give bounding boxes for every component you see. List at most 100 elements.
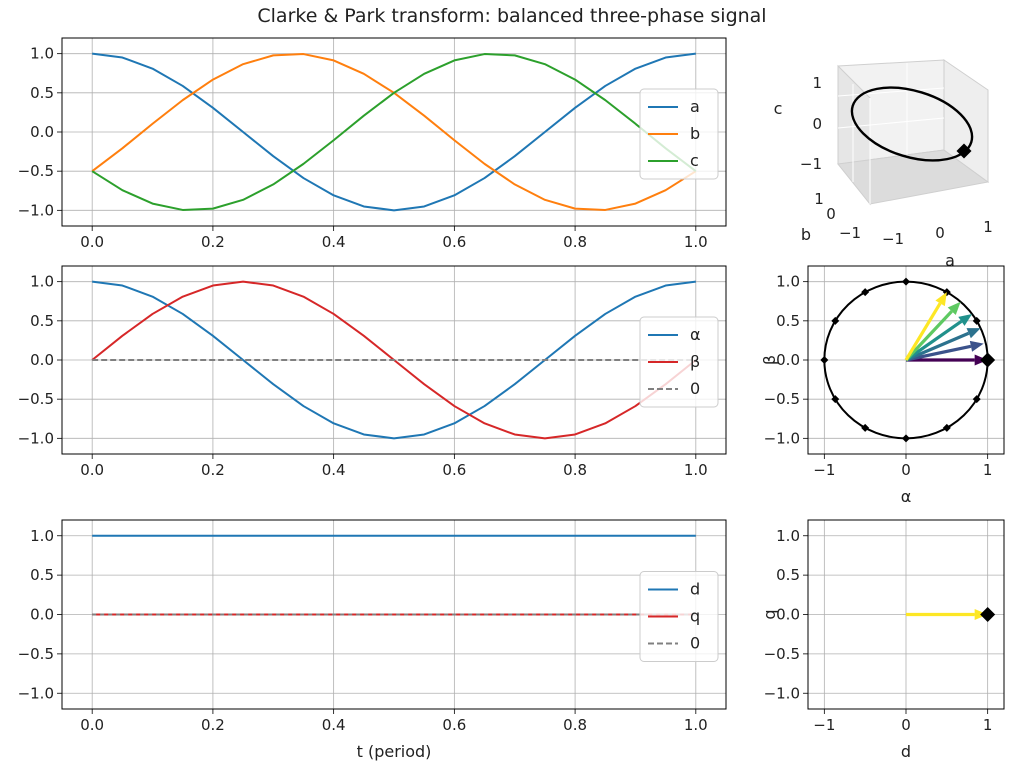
xtick-label: 0.4 [322, 461, 346, 479]
xtick-label: 0.2 [201, 716, 225, 734]
ztick-label: 1 [812, 74, 822, 92]
xtick-label: −1 [813, 461, 835, 479]
legend-label: b [690, 124, 700, 143]
ytick-label: −0.5 [764, 390, 800, 408]
x-axis-label: d [901, 742, 911, 761]
phasor-arrow-1-head [969, 340, 984, 352]
ytick-label: 0.0 [30, 606, 54, 624]
ytick-label: 0.5 [30, 312, 54, 330]
axes-frame [807, 519, 1005, 710]
chart-alpha-beta: 0.0 0.2 0.4 0.6 0.8 1.0 1.0 0.5 0.0 −0.5 −1.0 αβ 0 [18, 265, 727, 479]
legend-box [639, 571, 719, 662]
xtick-label: −1 [813, 716, 835, 734]
axes-frame [61, 265, 727, 455]
ytick-label: 0.5 [30, 566, 54, 584]
circle-marker-10 [942, 423, 951, 432]
ztick-label: 0 [812, 115, 822, 133]
pane-grid-0 [837, 87, 945, 97]
chart-dq-phasor: −1 0 1 1.0 0.5 0.0 −0.5 −1.0 d q [760, 519, 1005, 761]
ytick-label: 0.0 [776, 351, 800, 369]
pane-grid-1 [837, 117, 945, 129]
xtick-label: 1.0 [684, 461, 708, 479]
xtick-label: 0.2 [201, 461, 225, 479]
ytick-label: 0.5 [776, 312, 800, 330]
xtick-label: 0 [901, 716, 911, 734]
phasor-arrow-3-head [958, 313, 973, 326]
ytick-label: −1.0 [18, 201, 54, 219]
current-point [980, 607, 996, 622]
btick-label: 1 [814, 190, 824, 208]
xtick-label: 0.8 [563, 461, 587, 479]
xtick-label: 0.0 [80, 461, 104, 479]
ytick-label: −0.5 [18, 390, 54, 408]
ytick-label: 0.5 [30, 84, 54, 102]
ytick-label: 0.0 [30, 351, 54, 369]
z-axis-label: c [774, 99, 783, 118]
phasor-arrow-4-head [947, 301, 961, 316]
ytick-label: −1.0 [18, 684, 54, 702]
xtick-label: 1 [983, 461, 993, 479]
phasor-arrow-5-shaft [904, 302, 942, 361]
ytick-label: −0.5 [764, 645, 800, 663]
btick-label: 0 [826, 205, 836, 223]
legend-label: q [690, 607, 700, 626]
xtick-label: 1.0 [684, 716, 708, 734]
xtick-label: 0 [901, 461, 911, 479]
legend-label: α [690, 325, 701, 344]
xtick-label: 0.4 [322, 716, 346, 734]
xtick-label: 1 [983, 716, 993, 734]
ytick-label: 1.0 [30, 45, 54, 63]
ytick-label: −1.0 [764, 684, 800, 702]
xtick-label: 0.8 [563, 716, 587, 734]
xtick-label: 0.4 [322, 233, 346, 251]
ytick-label: 0.0 [776, 606, 800, 624]
series-line-α [92, 280, 696, 440]
ytick-label: −1.0 [764, 429, 800, 447]
ytick-label: −0.5 [18, 162, 54, 180]
circle-marker-7 [831, 395, 840, 404]
chart-abc: 0.0 0.2 0.4 0.6 0.8 1.0 1.0 0.5 0.0 −0.5 −1.0 abc [18, 37, 727, 251]
legend-label: a [690, 97, 700, 116]
circle-marker-1 [972, 316, 981, 325]
chart-dq: 0.0 0.2 0.4 0.6 0.8 1.0 1.0 0.5 0.0 −0.5 −1.0 dq 0 t … [18, 519, 727, 761]
atick-label: 1 [983, 218, 993, 236]
axes-frame [61, 519, 727, 710]
legend-label: c [690, 151, 699, 170]
a-axis-label: a [945, 251, 955, 270]
chart-alpha-beta-phasor: −1 0 1 1.0 0.5 0.0 −0.5 −1.0 α β [760, 265, 1005, 506]
abc-trajectory [850, 86, 974, 162]
phasor-arrow-5-head [935, 292, 947, 307]
xtick-label: 1.0 [684, 233, 708, 251]
circle-marker-4 [861, 288, 870, 297]
legend-box [639, 88, 719, 180]
ytick-label: 1.0 [30, 273, 54, 291]
xtick-label: 0.0 [80, 716, 104, 734]
legend-label: 0 [690, 634, 700, 653]
circle-marker-9 [902, 434, 910, 443]
ytick-label: 0.0 [30, 123, 54, 141]
axes-frame [61, 37, 727, 227]
ytick-label: −1.0 [18, 429, 54, 447]
atick-label: −1 [882, 230, 904, 248]
atick-label: 0 [935, 224, 945, 242]
ytick-label: 1.0 [776, 273, 800, 291]
circle-marker-8 [861, 423, 870, 432]
circle-marker-3 [902, 277, 910, 286]
xtick-label: 0.2 [201, 233, 225, 251]
phasor-arrow-2-shaft [905, 331, 970, 362]
x-axis-label: α [901, 487, 912, 506]
phasor-arrow-2-head [966, 328, 981, 339]
btick-label: −1 [839, 224, 861, 242]
legend-label: 0 [690, 379, 700, 398]
legend-box [639, 316, 719, 408]
circle-marker-11 [972, 395, 981, 404]
phasor-arrow-1-shaft [905, 344, 972, 362]
legend-label: d [690, 580, 700, 599]
axes-frame [807, 265, 1005, 455]
y-axis-label: q [760, 609, 779, 619]
ytick-label: 0.5 [776, 566, 800, 584]
xtick-label: 0.6 [442, 233, 466, 251]
circle-marker-5 [831, 316, 840, 325]
